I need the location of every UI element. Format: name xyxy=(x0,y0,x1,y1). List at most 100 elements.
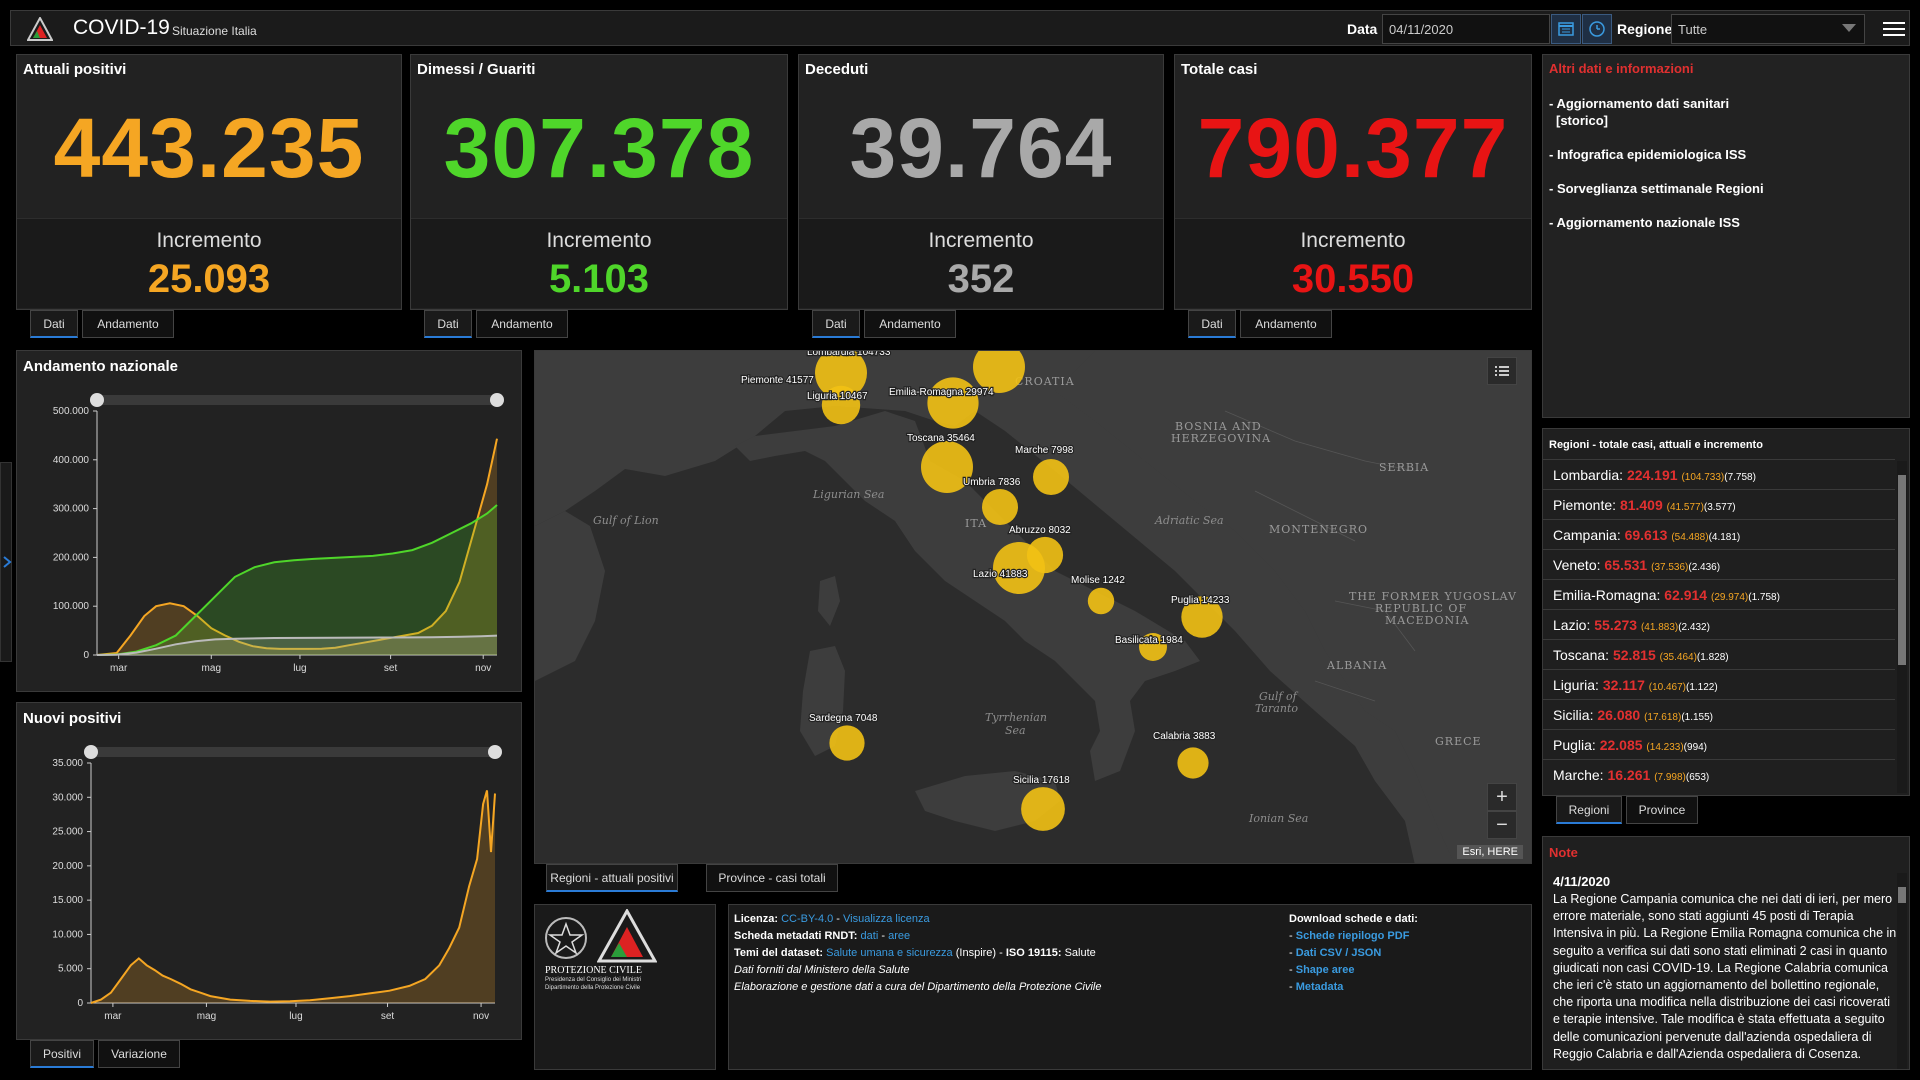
minus-icon: − xyxy=(1496,814,1508,836)
tab-andamento[interactable]: Andamento xyxy=(864,310,956,338)
y-tick-label: 5.000 xyxy=(58,964,83,975)
region-marker[interactable] xyxy=(927,377,979,429)
range-handle-left xyxy=(90,393,104,407)
download-item[interactable]: - Metadata xyxy=(1289,981,1344,993)
map-country-macedonia-3: MACEDONIA xyxy=(1385,614,1469,627)
tab-andamento[interactable]: Andamento xyxy=(82,310,174,338)
tab-andamento[interactable]: Andamento xyxy=(476,310,568,338)
region-marker[interactable] xyxy=(1033,459,1069,495)
link-sorveglianza[interactable]: - Sorveglianza settimanale Regioni xyxy=(1549,181,1764,196)
tab-dati[interactable]: Dati xyxy=(30,310,78,338)
map-sea-ligurian: Ligurian Sea xyxy=(812,488,884,501)
download-item[interactable]: - Dati CSV / JSON xyxy=(1289,947,1382,959)
region-row[interactable]: Lombardia: 224.191 (104.733)(7.758) xyxy=(1543,459,1895,489)
region-marker[interactable] xyxy=(921,441,973,493)
map-country-greece: GRECE xyxy=(1435,735,1482,748)
region-row[interactable]: Piemonte: 81.409 (41.577)(3.577) xyxy=(1543,489,1895,519)
tab-regioni[interactable]: Regioni xyxy=(1556,796,1622,824)
download-item[interactable]: - Schede riepilogo PDF xyxy=(1289,930,1410,942)
link-storico[interactable]: [storico] xyxy=(1556,113,1608,128)
region-marker-label: Piemonte 41577 xyxy=(741,375,814,386)
calendar-button[interactable] xyxy=(1551,14,1581,44)
region-row[interactable]: Campania: 69.613 (54.488)(4.181) xyxy=(1543,519,1895,549)
scrollbar-thumb[interactable] xyxy=(1898,475,1906,665)
map-markers[interactable]: Lombardia 104733 Piemonte 41577 Liguria 10… xyxy=(740,351,1231,831)
x-tick-label: mag xyxy=(202,663,221,674)
scheda-dati-link[interactable]: dati xyxy=(860,930,879,942)
side-panel-toggle[interactable] xyxy=(0,462,12,662)
region-row[interactable]: Sicilia: 26.080 (17.618)(1.155) xyxy=(1543,699,1895,729)
region-marker[interactable] xyxy=(1139,633,1167,661)
date-input[interactable] xyxy=(1382,14,1550,44)
region-marker-label: Lombardia 104733 xyxy=(807,351,891,358)
region-marker[interactable] xyxy=(973,351,1025,393)
region-row[interactable]: Emilia-Romagna: 62.914 (29.974)(1.758) xyxy=(1543,579,1895,609)
card-value: 39.764 xyxy=(849,101,1113,195)
region-row[interactable]: Veneto: 65.531 (37.536)(2.436) xyxy=(1543,549,1895,579)
hamburger-menu-icon[interactable] xyxy=(1883,19,1905,39)
y-tick-label: 25.000 xyxy=(52,827,83,838)
scrollbar-thumb[interactable] xyxy=(1898,887,1906,903)
link-aggiornamento-iss[interactable]: - Aggiornamento nazionale ISS xyxy=(1549,215,1740,230)
map-attribution[interactable]: Esri, HERE xyxy=(1457,845,1523,859)
y-tick-label: 15.000 xyxy=(52,895,83,906)
app-title: COVID-19 xyxy=(73,16,170,39)
region-row[interactable]: Liguria: 32.117 (10.467)(1.122) xyxy=(1543,669,1895,699)
region-marker[interactable] xyxy=(1021,787,1065,831)
notes-scrollbar[interactable] xyxy=(1897,873,1907,1069)
region-marker[interactable] xyxy=(1181,596,1223,638)
scheda-aree-link[interactable]: aree xyxy=(888,930,911,942)
region-marker[interactable] xyxy=(821,385,861,425)
map-panel[interactable]: CROATIA BOSNIA AND HERZEGOVINA SERBIA MO… xyxy=(534,350,1532,864)
y-tick-label: 10.000 xyxy=(52,929,83,940)
visualizza-licenza-link[interactable]: Visualizza licenza xyxy=(843,913,930,925)
map-svg[interactable]: CROATIA BOSNIA AND HERZEGOVINA SERBIA MO… xyxy=(535,351,1532,864)
regions-scrollbar[interactable] xyxy=(1897,461,1907,793)
region-marker[interactable] xyxy=(829,725,865,761)
region-marker-label: Molise 1242 xyxy=(1071,575,1125,586)
clock-icon xyxy=(1589,21,1605,37)
tab-province[interactable]: Province xyxy=(1626,796,1698,824)
y-tick-label: 300.000 xyxy=(53,504,90,515)
region-select[interactable]: Tutte xyxy=(1671,14,1865,44)
zoom-out-button[interactable]: − xyxy=(1487,811,1517,839)
region-marker[interactable] xyxy=(815,351,867,399)
region-marker[interactable] xyxy=(982,489,1018,525)
map-country-macedonia-1: THE FORMER YUGOSLAV xyxy=(1349,590,1517,603)
map-sea-ionian: Ionian Sea xyxy=(1248,812,1308,825)
time-button[interactable] xyxy=(1582,14,1612,44)
notes-title: Note xyxy=(1549,845,1578,860)
map-sea-gulf-of-taranto-2: Taranto xyxy=(1255,702,1298,715)
temi-link[interactable]: Salute umana e sicurezza xyxy=(826,947,953,959)
tab-province-casi-totali[interactable]: Province - casi totali xyxy=(706,864,838,892)
region-marker-label: Sicilia 17618 xyxy=(1013,775,1070,786)
region-marker[interactable] xyxy=(1177,747,1209,779)
link-infografica[interactable]: - Infografica epidemiologica ISS xyxy=(1549,147,1747,162)
zoom-in-button[interactable]: + xyxy=(1487,783,1517,811)
licenza-link[interactable]: CC-BY-4.0 xyxy=(781,913,834,925)
tab-variazione[interactable]: Variazione xyxy=(98,1040,180,1068)
list-icon xyxy=(1495,366,1509,376)
tab-regioni-attuali-positivi[interactable]: Regioni - attuali positivi xyxy=(546,864,678,892)
link-aggiornamento-dati[interactable]: - Aggiornamento dati sanitari xyxy=(1549,96,1730,111)
y-tick-label: 100.000 xyxy=(53,601,90,612)
protezione-civile-logo-icon xyxy=(27,17,53,41)
region-row[interactable]: Marche: 16.261 (7.998)(653) xyxy=(1543,759,1895,789)
region-marker[interactable] xyxy=(1087,587,1115,615)
tab-dati[interactable]: Dati xyxy=(424,310,472,338)
legend-button[interactable] xyxy=(1487,357,1517,385)
card-increment: Incremento 30.550 xyxy=(1175,218,1531,308)
tab-dati[interactable]: Dati xyxy=(1188,310,1236,338)
tab-dati[interactable]: Dati xyxy=(812,310,860,338)
download-item[interactable]: - Shape aree xyxy=(1289,964,1355,976)
region-row[interactable]: Lazio: 55.273 (41.883)(2.432) xyxy=(1543,609,1895,639)
calendar-icon xyxy=(1558,22,1574,36)
region-marker[interactable] xyxy=(993,542,1045,594)
tab-positivi[interactable]: Positivi xyxy=(30,1040,94,1068)
licenza-line: Licenza: CC-BY-4.0 - Visualizza licenza xyxy=(734,913,930,925)
x-tick-label: nov xyxy=(473,1011,489,1022)
region-row[interactable]: Puglia: 22.085 (14.233)(994) xyxy=(1543,729,1895,759)
tab-andamento[interactable]: Andamento xyxy=(1240,310,1332,338)
region-row[interactable]: Toscana: 52.815 (35.464)(1.828) xyxy=(1543,639,1895,669)
y-tick-label: 35.000 xyxy=(52,758,83,769)
